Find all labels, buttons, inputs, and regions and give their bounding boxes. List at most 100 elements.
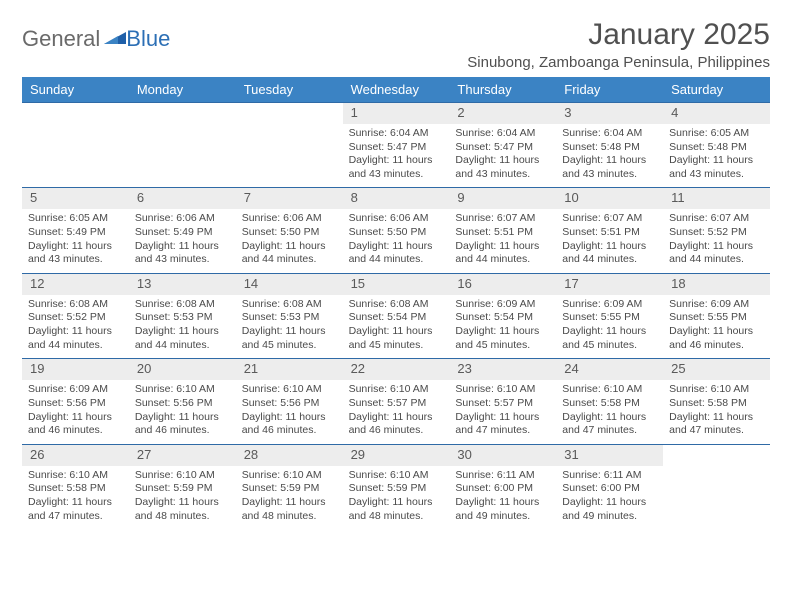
day-number: 4 — [663, 103, 770, 124]
day-info-sunset: Sunset: 5:53 PM — [240, 311, 339, 325]
day-cell: 27Sunrise: 6:10 AMSunset: 5:59 PMDayligh… — [129, 445, 236, 529]
day-cell: 19Sunrise: 6:09 AMSunset: 5:56 PMDayligh… — [22, 359, 129, 443]
location-subtitle: Sinubong, Zamboanga Peninsula, Philippin… — [467, 54, 770, 71]
day-info-daylight2: and 44 minutes. — [667, 253, 766, 267]
day-info-daylight2: and 44 minutes. — [26, 339, 125, 353]
calendar-week-row: 19Sunrise: 6:09 AMSunset: 5:56 PMDayligh… — [22, 358, 770, 443]
day-info-daylight2: and 47 minutes. — [453, 424, 552, 438]
day-info-daylight2: and 48 minutes. — [133, 510, 232, 524]
day-info-sunrise: Sunrise: 6:04 AM — [453, 127, 552, 141]
logo-text-blue: Blue — [126, 26, 170, 52]
day-info-daylight1: Daylight: 11 hours — [347, 411, 446, 425]
day-info-sunset: Sunset: 5:56 PM — [26, 397, 125, 411]
day-cell: 5Sunrise: 6:05 AMSunset: 5:49 PMDaylight… — [22, 188, 129, 272]
day-info-daylight2: and 45 minutes. — [240, 339, 339, 353]
day-info-daylight1: Daylight: 11 hours — [560, 325, 659, 339]
weekday-header: Tuesday — [236, 77, 343, 102]
day-cell: 13Sunrise: 6:08 AMSunset: 5:53 PMDayligh… — [129, 274, 236, 358]
day-info-sunrise: Sunrise: 6:09 AM — [26, 383, 125, 397]
day-info-daylight1: Daylight: 11 hours — [26, 325, 125, 339]
day-info-sunrise: Sunrise: 6:10 AM — [133, 383, 232, 397]
day-info-daylight2: and 46 minutes. — [240, 424, 339, 438]
day-info-daylight1: Daylight: 11 hours — [133, 411, 232, 425]
day-number: 1 — [343, 103, 450, 124]
day-info-sunset: Sunset: 5:51 PM — [453, 226, 552, 240]
day-info-daylight1: Daylight: 11 hours — [453, 154, 552, 168]
day-info-daylight1: Daylight: 11 hours — [347, 325, 446, 339]
day-cell: 8Sunrise: 6:06 AMSunset: 5:50 PMDaylight… — [343, 188, 450, 272]
day-info-sunset: Sunset: 5:59 PM — [347, 482, 446, 496]
day-cell: 21Sunrise: 6:10 AMSunset: 5:56 PMDayligh… — [236, 359, 343, 443]
day-info-daylight2: and 44 minutes. — [347, 253, 446, 267]
day-info-daylight2: and 46 minutes. — [133, 424, 232, 438]
day-info-sunrise: Sunrise: 6:06 AM — [240, 212, 339, 226]
day-number: 18 — [663, 274, 770, 295]
day-info-daylight2: and 44 minutes. — [560, 253, 659, 267]
logo-triangle-icon — [104, 24, 126, 50]
calendar-week-row: ...1Sunrise: 6:04 AMSunset: 5:47 PMDayli… — [22, 102, 770, 187]
day-info-sunset: Sunset: 6:00 PM — [453, 482, 552, 496]
day-cell-empty: . — [663, 445, 770, 529]
day-info-daylight2: and 46 minutes. — [667, 339, 766, 353]
day-info-sunrise: Sunrise: 6:04 AM — [347, 127, 446, 141]
day-info-daylight2: and 43 minutes. — [667, 168, 766, 182]
day-info-daylight1: Daylight: 11 hours — [347, 496, 446, 510]
page-header: General Blue January 2025 Sinubong, Zamb… — [22, 18, 770, 71]
day-info-sunset: Sunset: 5:50 PM — [347, 226, 446, 240]
calendar-week-row: 12Sunrise: 6:08 AMSunset: 5:52 PMDayligh… — [22, 273, 770, 358]
day-info-sunset: Sunset: 5:52 PM — [26, 311, 125, 325]
day-info-daylight2: and 47 minutes. — [560, 424, 659, 438]
day-cell: 24Sunrise: 6:10 AMSunset: 5:58 PMDayligh… — [556, 359, 663, 443]
day-number: 22 — [343, 359, 450, 380]
day-info-daylight1: Daylight: 11 hours — [133, 325, 232, 339]
day-info-sunrise: Sunrise: 6:07 AM — [667, 212, 766, 226]
day-info-sunrise: Sunrise: 6:10 AM — [347, 383, 446, 397]
day-info-daylight1: Daylight: 11 hours — [453, 496, 552, 510]
title-block: January 2025 Sinubong, Zamboanga Peninsu… — [467, 18, 770, 71]
day-info-sunset: Sunset: 5:59 PM — [240, 482, 339, 496]
day-cell-empty: . — [236, 103, 343, 187]
weekday-header: Saturday — [663, 77, 770, 102]
day-info-sunrise: Sunrise: 6:09 AM — [453, 298, 552, 312]
day-info-sunrise: Sunrise: 6:06 AM — [133, 212, 232, 226]
day-info-daylight2: and 46 minutes. — [26, 424, 125, 438]
day-number: 12 — [22, 274, 129, 295]
day-cell: 4Sunrise: 6:05 AMSunset: 5:48 PMDaylight… — [663, 103, 770, 187]
day-info-sunset: Sunset: 5:51 PM — [560, 226, 659, 240]
day-info-sunrise: Sunrise: 6:08 AM — [240, 298, 339, 312]
day-number: 8 — [343, 188, 450, 209]
day-cell: 10Sunrise: 6:07 AMSunset: 5:51 PMDayligh… — [556, 188, 663, 272]
day-cell: 14Sunrise: 6:08 AMSunset: 5:53 PMDayligh… — [236, 274, 343, 358]
day-info-daylight2: and 43 minutes. — [560, 168, 659, 182]
day-info-sunrise: Sunrise: 6:07 AM — [560, 212, 659, 226]
day-info-sunrise: Sunrise: 6:10 AM — [240, 383, 339, 397]
day-info-daylight2: and 47 minutes. — [667, 424, 766, 438]
day-info-sunrise: Sunrise: 6:05 AM — [26, 212, 125, 226]
day-number: 28 — [236, 445, 343, 466]
month-title: January 2025 — [467, 18, 770, 52]
day-info-sunset: Sunset: 5:56 PM — [240, 397, 339, 411]
day-info-daylight2: and 43 minutes. — [26, 253, 125, 267]
day-info-sunrise: Sunrise: 6:05 AM — [667, 127, 766, 141]
day-info-sunset: Sunset: 5:49 PM — [133, 226, 232, 240]
day-info-sunset: Sunset: 5:49 PM — [26, 226, 125, 240]
day-info-daylight2: and 44 minutes. — [133, 339, 232, 353]
day-info-daylight2: and 47 minutes. — [26, 510, 125, 524]
day-info-daylight1: Daylight: 11 hours — [560, 411, 659, 425]
day-cell: 26Sunrise: 6:10 AMSunset: 5:58 PMDayligh… — [22, 445, 129, 529]
day-cell: 31Sunrise: 6:11 AMSunset: 6:00 PMDayligh… — [556, 445, 663, 529]
day-number: 25 — [663, 359, 770, 380]
day-info-sunrise: Sunrise: 6:08 AM — [133, 298, 232, 312]
day-info-daylight2: and 43 minutes. — [133, 253, 232, 267]
day-number: 16 — [449, 274, 556, 295]
day-info-sunrise: Sunrise: 6:11 AM — [453, 469, 552, 483]
calendar-week-row: 26Sunrise: 6:10 AMSunset: 5:58 PMDayligh… — [22, 444, 770, 529]
day-info-sunset: Sunset: 5:58 PM — [26, 482, 125, 496]
day-info-daylight1: Daylight: 11 hours — [133, 240, 232, 254]
day-info-sunset: Sunset: 5:47 PM — [453, 141, 552, 155]
day-info-daylight1: Daylight: 11 hours — [347, 240, 446, 254]
day-number: 23 — [449, 359, 556, 380]
day-info-daylight1: Daylight: 11 hours — [560, 240, 659, 254]
day-info-sunset: Sunset: 5:54 PM — [347, 311, 446, 325]
day-info-daylight1: Daylight: 11 hours — [26, 496, 125, 510]
